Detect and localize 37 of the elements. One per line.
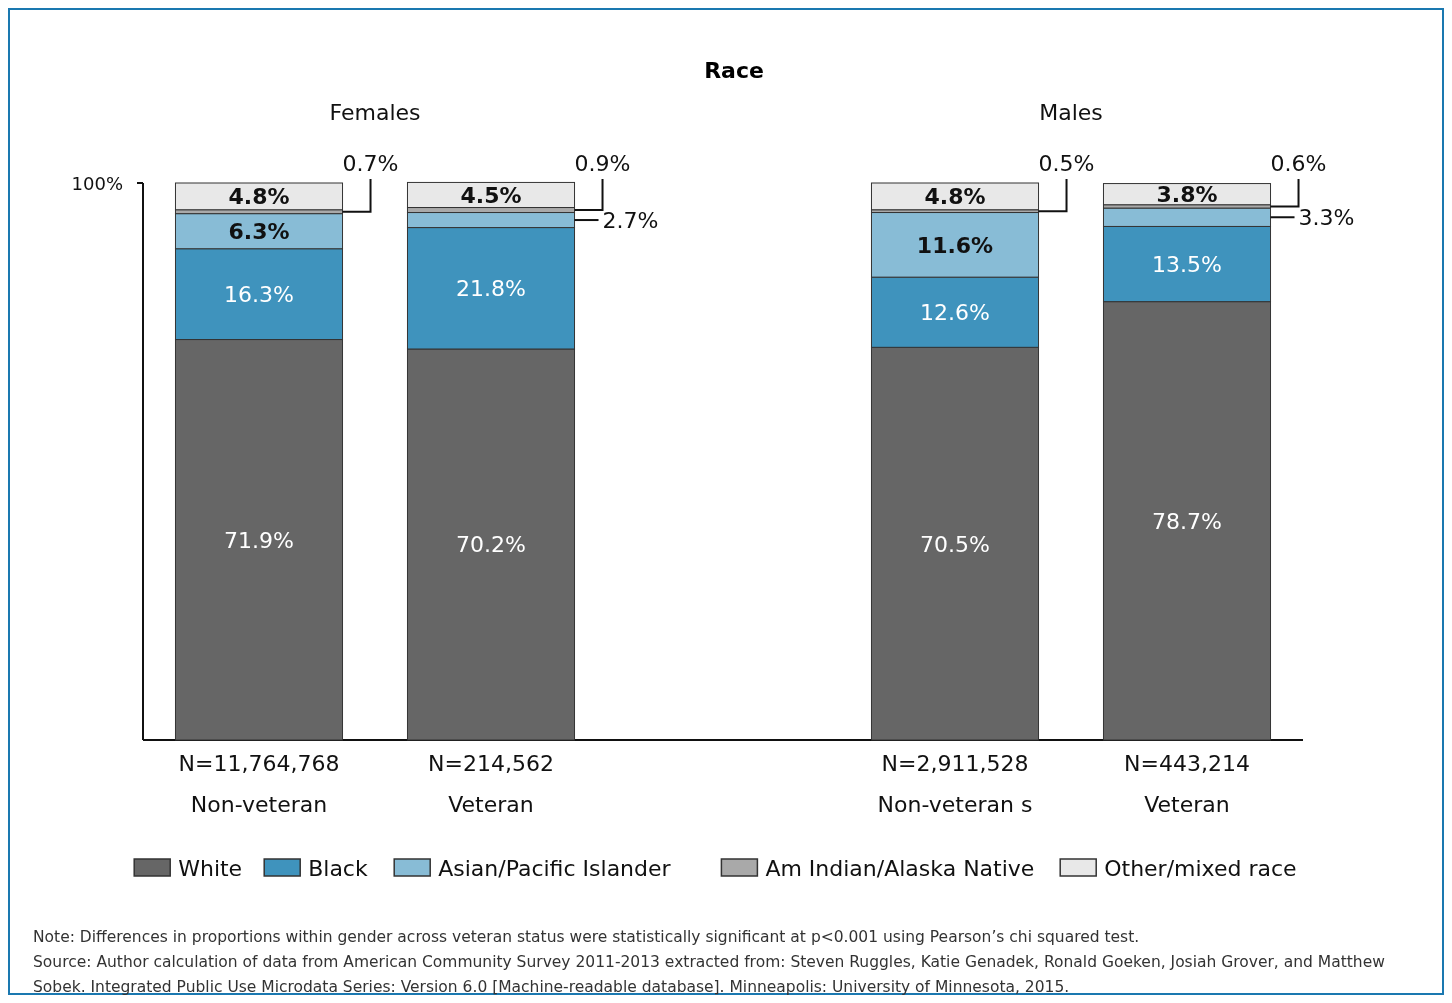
text: Females	[329, 100, 421, 125]
x-tick-label: N=11,764,768 Non-veteran	[178, 751, 340, 817]
x-tick-label: N=214,562 Veteran	[428, 751, 554, 817]
data-label: 71.9%	[224, 527, 294, 553]
data-label: 13.5%	[1152, 252, 1222, 278]
bar	[870, 182, 1040, 211]
data-label: 70.5%	[920, 531, 990, 557]
data-label: 3.3%	[1298, 205, 1355, 231]
x-tick-label: N=2,911,528 Non-veteran s	[877, 751, 1033, 817]
y-tick-label: 100%	[71, 173, 123, 194]
data-label: 11.6%	[916, 232, 994, 258]
data-label: 4.8%	[924, 184, 986, 210]
data-label: 6.3%	[228, 219, 290, 245]
legend-label: White	[178, 856, 243, 881]
data-label: 12.6%	[920, 300, 990, 326]
legend-label: Am Indian/Alaska Native	[765, 856, 1035, 881]
source-note: Source: Author calculation of data from American Community Survey 2011-2013 extracted from: Steven Ruggles, Katie Genadek, Ronald Goeken, Josiah Grover, and Matthew Sobek. Integrated Public Use Microdata Series: Version 6.0 [Machine-readable database]. Minneapolis: University of Minnesota, 2015.	[33, 953, 1386, 996]
data-label: 21.8%	[456, 276, 526, 302]
data-label: 4.8%	[228, 184, 290, 210]
legend-label: Other/mixed race	[1104, 856, 1297, 881]
data-label: 0.9%	[574, 151, 631, 176]
data-label: 4.5%	[460, 182, 522, 208]
data-label: 70.2%	[456, 532, 526, 558]
chart-title: Race	[704, 58, 764, 83]
bar	[174, 182, 344, 211]
data-label: 3.8%	[1156, 182, 1218, 208]
text: Note: Differences in proportions within gender across veteran status were statistically significant at p<0.001 using Pearson’s chi squared test.	[33, 928, 1140, 946]
legend-label: Black	[308, 856, 368, 881]
data-label: 16.3%	[224, 282, 294, 308]
legend-label: Asian/Pacific Islander	[438, 856, 672, 881]
data-label: 0.7%	[342, 151, 399, 176]
data-label: 0.5%	[1038, 151, 1095, 176]
text: Males	[1039, 100, 1103, 125]
data-label: 78.7%	[1152, 508, 1222, 534]
data-label: 2.7%	[602, 208, 659, 234]
data-label: 0.6%	[1270, 151, 1327, 176]
x-tick-label: N=443,214 Veteran	[1124, 751, 1250, 817]
